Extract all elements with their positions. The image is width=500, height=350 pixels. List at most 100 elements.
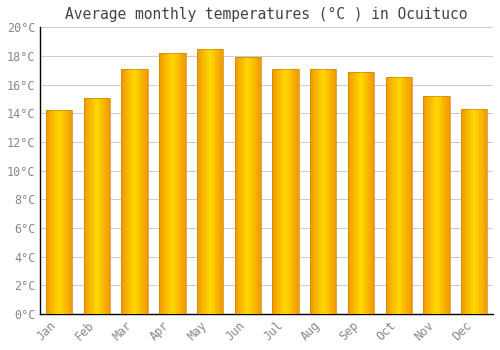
- Bar: [335, 69, 336, 314]
- Bar: [89, 98, 90, 314]
- Bar: [319, 69, 320, 314]
- Bar: [390, 77, 391, 314]
- Bar: [146, 69, 147, 314]
- Bar: [398, 77, 400, 314]
- Bar: [355, 72, 356, 314]
- Bar: [164, 53, 165, 314]
- Bar: [102, 98, 103, 314]
- Bar: [313, 69, 314, 314]
- Bar: [64, 110, 65, 314]
- Bar: [365, 72, 366, 314]
- Bar: [479, 109, 480, 314]
- Bar: [290, 69, 291, 314]
- Bar: [467, 109, 468, 314]
- Bar: [392, 77, 393, 314]
- Bar: [212, 49, 214, 314]
- Bar: [198, 49, 199, 314]
- Bar: [67, 110, 68, 314]
- Bar: [429, 96, 430, 314]
- Bar: [443, 96, 444, 314]
- Bar: [242, 57, 243, 314]
- Bar: [282, 69, 283, 314]
- Bar: [84, 98, 85, 314]
- Bar: [202, 49, 203, 314]
- Bar: [431, 96, 432, 314]
- Bar: [372, 72, 373, 314]
- Bar: [434, 96, 435, 314]
- Bar: [310, 69, 311, 314]
- Bar: [99, 98, 100, 314]
- Bar: [129, 69, 130, 314]
- Bar: [247, 57, 248, 314]
- Bar: [312, 69, 313, 314]
- Bar: [210, 49, 211, 314]
- Bar: [168, 53, 169, 314]
- Bar: [273, 69, 274, 314]
- Bar: [241, 57, 242, 314]
- Bar: [249, 57, 250, 314]
- Bar: [94, 98, 95, 314]
- Bar: [255, 57, 256, 314]
- Bar: [217, 49, 218, 314]
- Bar: [234, 57, 235, 314]
- Bar: [127, 69, 128, 314]
- Bar: [176, 53, 177, 314]
- Bar: [91, 98, 92, 314]
- Bar: [320, 69, 321, 314]
- Bar: [350, 72, 351, 314]
- Bar: [483, 109, 484, 314]
- Bar: [234, 57, 261, 314]
- Bar: [221, 49, 222, 314]
- Bar: [367, 72, 368, 314]
- Bar: [206, 49, 207, 314]
- Bar: [122, 69, 148, 314]
- Bar: [223, 49, 224, 314]
- Bar: [292, 69, 293, 314]
- Bar: [201, 49, 202, 314]
- Bar: [333, 69, 334, 314]
- Bar: [334, 69, 335, 314]
- Bar: [131, 69, 132, 314]
- Bar: [61, 110, 62, 314]
- Bar: [68, 110, 69, 314]
- Bar: [167, 53, 168, 314]
- Bar: [275, 69, 276, 314]
- Bar: [123, 69, 124, 314]
- Bar: [52, 110, 53, 314]
- Bar: [87, 98, 88, 314]
- Bar: [51, 110, 52, 314]
- Bar: [103, 98, 104, 314]
- Bar: [370, 72, 371, 314]
- Bar: [63, 110, 64, 314]
- Bar: [357, 72, 358, 314]
- Bar: [179, 53, 180, 314]
- Bar: [401, 77, 402, 314]
- Bar: [162, 53, 163, 314]
- Bar: [430, 96, 431, 314]
- Bar: [138, 69, 139, 314]
- Bar: [128, 69, 129, 314]
- Bar: [106, 98, 107, 314]
- Bar: [169, 53, 170, 314]
- Bar: [348, 72, 349, 314]
- Bar: [104, 98, 105, 314]
- Bar: [316, 69, 317, 314]
- Bar: [238, 57, 239, 314]
- Bar: [289, 69, 290, 314]
- Bar: [55, 110, 56, 314]
- Bar: [178, 53, 179, 314]
- Bar: [132, 69, 133, 314]
- Bar: [322, 69, 324, 314]
- Bar: [107, 98, 108, 314]
- Bar: [405, 77, 406, 314]
- Bar: [239, 57, 240, 314]
- Bar: [400, 77, 401, 314]
- Bar: [373, 72, 374, 314]
- Bar: [484, 109, 485, 314]
- Bar: [250, 57, 251, 314]
- Bar: [86, 98, 87, 314]
- Bar: [411, 77, 412, 314]
- Bar: [486, 109, 487, 314]
- Bar: [182, 53, 183, 314]
- Bar: [361, 72, 362, 314]
